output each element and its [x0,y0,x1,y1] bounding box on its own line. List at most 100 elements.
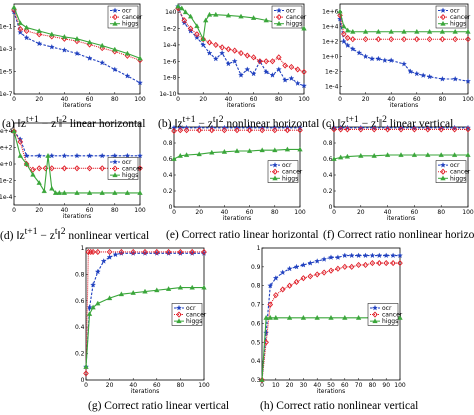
x-axis-label: iterations [317,388,345,395]
x-tick-label: 0 [12,207,16,214]
legend-marker-cancer [440,14,446,21]
data-point-higgs [74,36,80,41]
data-point-higgs [439,28,446,34]
data-point-cancer [61,165,68,172]
data-point-higgs [74,190,80,195]
data-point-ocr [397,252,403,258]
y-tick-label: 0.3 [251,377,261,384]
data-point-higgs [286,314,293,320]
data-point-higgs [344,153,351,159]
x-tick-label: 20 [199,96,207,103]
data-point-cancer [94,248,101,256]
data-point-ocr [349,45,356,52]
data-point-cancer [384,126,391,133]
data-point-cancer [86,165,93,172]
legend-marker-ocr [176,304,182,311]
data-point-higgs [246,148,253,153]
data-point-cancer [250,54,257,61]
y-tick-label: 1e-8 [163,75,177,82]
data-point-higgs [384,152,391,157]
data-point-cancer [344,126,351,133]
y-tick-label: 1e-1 [0,24,13,31]
legend-marker-higgs [176,318,182,324]
data-point-cancer [221,127,228,134]
x-tick-label: 100 [394,382,406,389]
data-point-cancer [36,31,43,38]
data-point-ocr [348,252,355,258]
data-point-higgs [61,34,68,39]
data-point-higgs [142,288,148,294]
data-point-ocr [99,152,106,159]
data-point-higgs [171,156,177,161]
y-tick-label: 1e+0 [0,161,13,168]
data-point-ocr [250,70,257,77]
x-tick-label: 10 [272,382,280,389]
x-tick-label: 40 [225,96,233,103]
legend-marker-ocr [112,158,118,165]
y-tick-label: 1e+6 [322,9,339,16]
data-point-ocr [314,258,321,264]
data-point-higgs [17,20,23,26]
x-tick-label: 50 [327,382,335,389]
legend-label-ocr: ocr [122,159,132,166]
data-point-ocr [23,34,30,41]
data-point-higgs [41,188,47,194]
data-point-cancer [231,47,238,54]
data-point-cancer [201,248,207,256]
data-point-cancer [465,126,471,133]
data-point-higgs [130,290,136,295]
data-point-higgs [137,55,143,61]
caption-c: (c) ‖zt+1 − zt‖2 linear vertical [322,114,454,130]
data-point-cancer [17,25,24,33]
y-tick-label: 0.4 [75,324,85,331]
data-point-cancer [36,165,43,172]
x-tick-label: 60 [413,96,421,103]
legend-marker-cancer [276,14,282,21]
data-point-cancer [279,286,286,293]
data-point-higgs [95,300,101,306]
data-point-ocr [286,265,293,272]
chart-panel-h: 1 0.9 0.8 0.7 0.6 0.5 0.4 0.30 10 20 30 40 50 60 70 80 9… [251,245,406,395]
data-point-cancer [275,54,282,61]
x-tick-label: 20 [357,209,365,216]
data-point-cancer [99,165,106,172]
data-point-higgs [189,284,195,290]
data-point-higgs [23,24,30,30]
data-point-higgs [200,36,206,42]
data-point-higgs [411,152,418,157]
data-point-ocr [269,72,276,78]
data-point-higgs [397,314,403,320]
y-tick-label: 1e+4 [0,128,13,135]
data-point-cancer [74,165,80,172]
data-point-higgs [398,152,404,157]
data-point-higgs [355,314,362,320]
legend-label-higgs: higgs [122,172,138,179]
y-tick-label: 0.6 [323,156,333,163]
data-point-higgs [49,185,55,191]
data-point-ocr [439,75,446,82]
data-point-higgs [451,152,458,157]
y-tick-label: 1e-4 [325,84,339,91]
data-point-higgs [52,190,59,195]
data-point-higgs [206,11,213,17]
data-point-ocr [362,252,369,258]
legend-marker-ocr [440,7,446,13]
y-tick-label: 1e-2 [325,69,339,76]
x-tick-label: 40 [61,207,69,214]
data-point-cancer [297,127,303,134]
data-point-ocr [369,252,376,258]
x-axis-label: iterations [63,102,91,109]
data-point-ocr [369,55,375,62]
data-point-cancer [137,165,143,172]
data-point-ocr [206,50,213,56]
data-point-ocr [90,281,96,288]
x-tick-label: 0 [260,382,264,389]
data-point-cancer [194,31,200,38]
x-axis-label: iterations [223,215,251,222]
x-axis-label: iterations [63,213,91,220]
legend-marker-ocr [372,304,378,311]
y-tick-label: 0.2 [163,188,173,195]
data-point-cancer [321,269,327,276]
x-tick-label: 80 [439,96,447,103]
